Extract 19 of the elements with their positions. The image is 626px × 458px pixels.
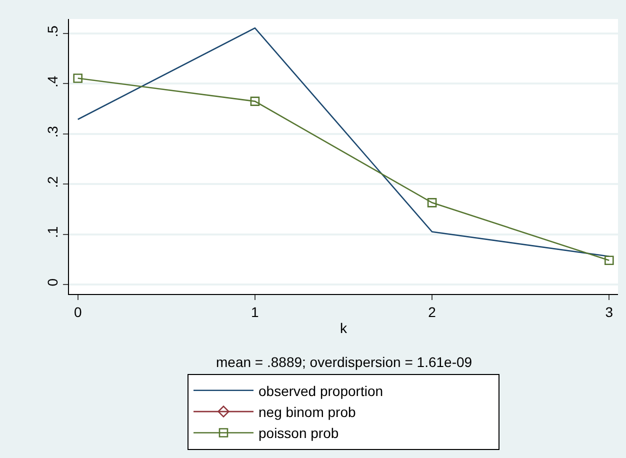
x-tick-label: 3: [605, 304, 614, 320]
legend-label: observed proportion: [258, 382, 384, 399]
point: [250, 96, 260, 106]
y-tick-label: .5: [44, 25, 60, 38]
point: [427, 198, 437, 208]
legend-label: neg binom prob: [258, 404, 356, 420]
y-tick-label: .3: [44, 126, 60, 138]
y-tick-label: .1: [44, 226, 60, 238]
y-tick-label: .2: [44, 176, 60, 188]
x-tick-label: 2: [428, 304, 436, 320]
point: [73, 74, 82, 83]
point: [604, 256, 614, 266]
text: mean = .8889; overdispersion = 1.61e-09: [216, 354, 472, 370]
x-tick-label: 1: [251, 304, 260, 320]
x-tick-label: 0: [74, 304, 82, 320]
y-tick-label: 0: [44, 278, 60, 286]
y-tick-label: .4: [44, 76, 60, 88]
x-axis-title: k: [340, 320, 348, 336]
legend-label: poisson prob: [258, 425, 339, 442]
